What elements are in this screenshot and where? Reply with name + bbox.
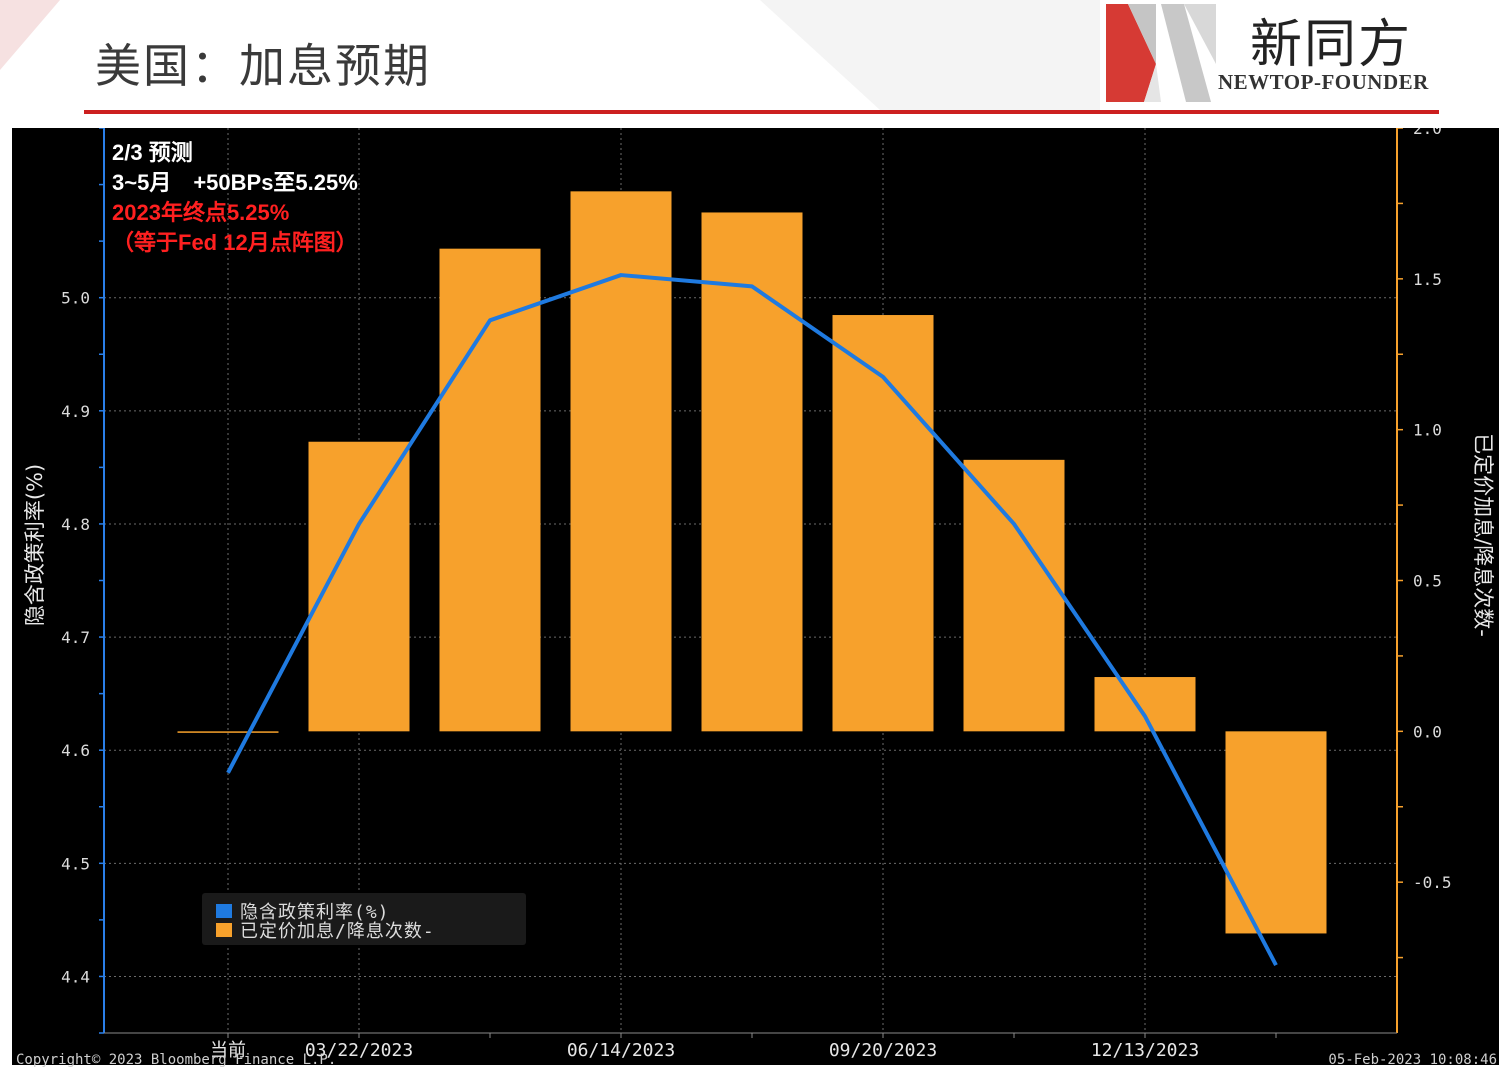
bar-8 — [1225, 731, 1327, 934]
bar-4 — [701, 212, 803, 732]
legend-item-hikes: 已定价加息/降息次数- — [216, 920, 435, 942]
timestamp-text: 05-Feb-2023 10:08:46 — [1328, 1052, 1497, 1068]
title-underline — [84, 110, 1439, 114]
annotation-line-1: 2/3 预测 — [112, 140, 193, 165]
tick-label-x-2: 06/14/2023 — [567, 1040, 675, 1061]
forecast-annotation: 2/3 预测 3~5月 +50BPs至5.25% 2023年终点5.25% （等… — [112, 138, 358, 258]
chart-panel: 4.4 4.5 4.6 4.7 4.8 4.9 5.0 -0.5 0.0 0.5 1.0 1.5 2.0… — [12, 128, 1499, 1068]
y-axis-title-right: 已定价加息/降息次数- — [1471, 433, 1495, 637]
tick-label-right-3: 1.0 — [1413, 421, 1442, 440]
logo-mark — [1106, 4, 1216, 102]
bar-7 — [1094, 677, 1196, 732]
bar-0 — [177, 731, 279, 733]
copyright-text: Copyright© 2023 Bloomberg Finance L.P. — [16, 1052, 337, 1068]
page-title: 美国：加息预期 — [95, 39, 431, 93]
tick-label-x-3: 09/20/2023 — [829, 1040, 937, 1061]
rate-line — [226, 273, 1278, 967]
annotation-line-4: （等于Fed 12月点阵图） — [112, 230, 358, 255]
tick-label-right-5: 2.0 — [1413, 128, 1442, 138]
legend-swatch-hikes — [216, 923, 232, 937]
legend-label-rate: 隐含政策利率(%) — [240, 902, 390, 923]
bar-2 — [439, 248, 541, 732]
tick-label-x-0: 当前 — [210, 1040, 246, 1061]
header-decoration — [0, 0, 1100, 110]
legend-label-hikes: 已定价加息/降息次数- — [240, 921, 435, 942]
y-axis-title-left: 隐含政策利率(%) — [23, 463, 47, 627]
tick-label-right-2: 0.5 — [1413, 572, 1442, 591]
tick-label-left-3: 4.7 — [61, 628, 90, 647]
rate-expectation-chart: 4.4 4.5 4.6 4.7 4.8 4.9 5.0 -0.5 0.0 0.5 1.0 1.5 2.0… — [61, 128, 1452, 1061]
annotation-line-3: 2023年终点5.25% — [112, 200, 290, 225]
legend-item-rate: 隐含政策利率(%) — [216, 901, 390, 923]
tick-label-x-1: 03/22/2023 — [305, 1040, 413, 1061]
annotation-line-2: 3~5月 +50BPs至5.25% — [112, 170, 358, 195]
tick-label-left-6: 5.0 — [61, 289, 90, 308]
chart-legend: 隐含政策利率(%) 已定价加息/降息次数- — [202, 893, 526, 945]
logo-english-name: NEWTOP-FOUNDER — [1218, 70, 1429, 94]
tick-label-left-0: 4.4 — [61, 967, 90, 986]
bar-6 — [963, 459, 1065, 732]
tick-label-right-4: 1.5 — [1413, 270, 1442, 289]
tick-label-right-1: 0.0 — [1413, 722, 1442, 741]
bar-3 — [570, 191, 672, 732]
bar-5 — [832, 315, 934, 732]
tick-label-right-0: -0.5 — [1413, 873, 1452, 892]
tick-label-x-4: 12/13/2023 — [1091, 1040, 1199, 1061]
tick-label-left-5: 4.9 — [61, 402, 90, 421]
tick-label-left-4: 4.8 — [61, 515, 90, 534]
bar-1 — [308, 441, 410, 732]
tick-label-left-1: 4.5 — [61, 854, 90, 873]
tick-label-left-2: 4.6 — [61, 741, 90, 760]
legend-swatch-rate — [216, 904, 232, 918]
logo-chinese-name: 新同方 — [1250, 15, 1413, 75]
